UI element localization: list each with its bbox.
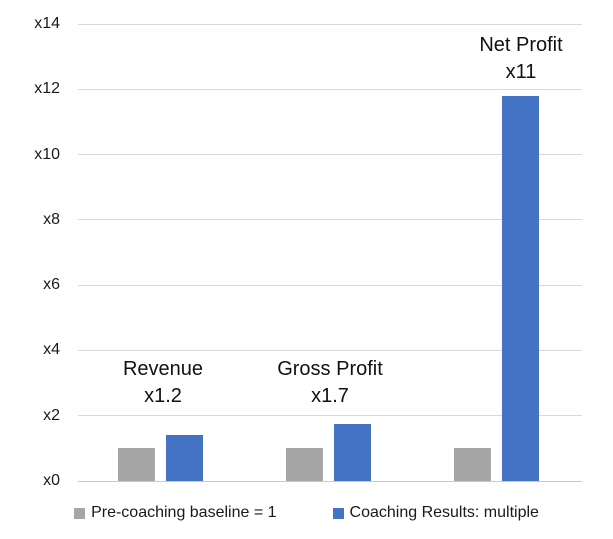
legend: Pre-coaching baseline = 1 Coaching Resul… bbox=[0, 504, 613, 522]
annotation-title: Gross Profit bbox=[277, 358, 383, 380]
annotation-revenue: Revenue x1.2 bbox=[68, 356, 258, 410]
gridline-x2 bbox=[78, 415, 582, 417]
bar-net-profit-coaching bbox=[502, 96, 539, 481]
bar-net-profit-baseline bbox=[454, 448, 491, 481]
gridline-x8 bbox=[78, 219, 582, 221]
gridline-x4 bbox=[78, 349, 582, 351]
legend-label-baseline: Pre-coaching baseline = 1 bbox=[91, 504, 277, 521]
y-tick-label-x8: x8 bbox=[43, 210, 60, 228]
legend-swatch-coaching bbox=[332, 507, 344, 519]
legend-item-coaching: Coaching Results: multiple bbox=[332, 504, 539, 522]
legend-label-coaching: Coaching Results: multiple bbox=[349, 504, 539, 521]
gridline-x10 bbox=[78, 154, 582, 156]
y-tick-label-x4: x4 bbox=[43, 341, 60, 359]
annotation-gross-profit: Gross Profit x1.7 bbox=[235, 356, 425, 410]
y-tick-label-x14: x14 bbox=[34, 15, 60, 32]
gridline-x6 bbox=[78, 284, 582, 286]
annotation-title: Revenue bbox=[122, 358, 204, 380]
bar-revenue-coaching bbox=[166, 435, 203, 481]
legend-item-baseline: Pre-coaching baseline = 1 bbox=[74, 504, 277, 522]
bar-gross-profit-coaching bbox=[334, 424, 371, 481]
bar-gross-profit-baseline bbox=[286, 448, 323, 481]
annotation-title: Net Profit bbox=[479, 34, 563, 56]
legend-swatch-baseline bbox=[74, 507, 86, 519]
y-tick-label-x10: x10 bbox=[34, 145, 60, 163]
gridline-x12 bbox=[78, 88, 582, 90]
y-tick-label-x12: x12 bbox=[34, 80, 60, 98]
annotation-multiple: x1.7 bbox=[311, 385, 349, 407]
y-tick-label-x2: x2 bbox=[43, 406, 60, 424]
bar-revenue-baseline bbox=[118, 448, 155, 481]
gridline-x14 bbox=[78, 23, 582, 25]
gridline-x0 bbox=[78, 480, 582, 482]
annotation-net-profit: Net Profit x11 bbox=[426, 32, 613, 86]
y-tick-label-x0: x0 bbox=[43, 472, 60, 489]
annotation-multiple: x11 bbox=[505, 61, 537, 83]
annotation-multiple: x1.2 bbox=[144, 385, 182, 407]
y-tick-label-x6: x6 bbox=[43, 276, 60, 294]
